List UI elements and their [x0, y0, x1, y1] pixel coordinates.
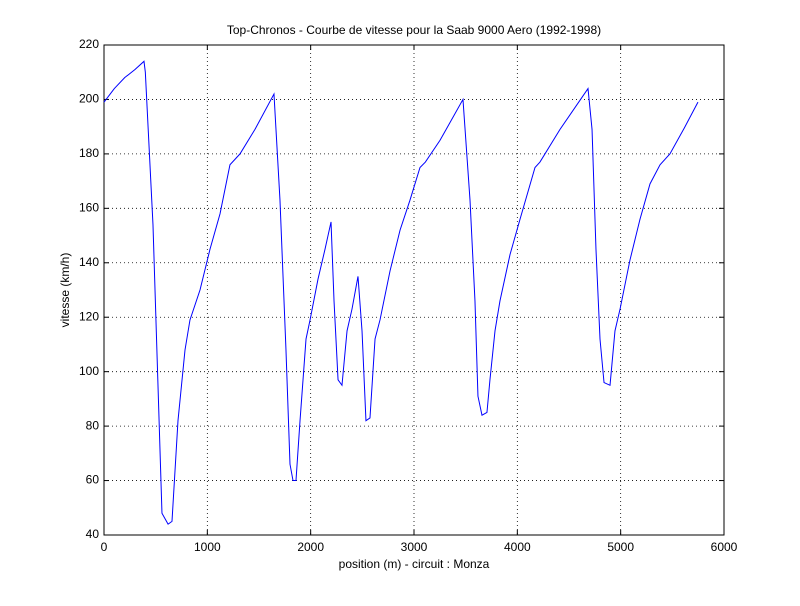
plot-frame — [103, 44, 725, 536]
y-tick-label: 160 — [79, 201, 99, 215]
x-tick-label: 6000 — [711, 540, 738, 554]
y-tick-label: 180 — [79, 146, 99, 160]
x-tick-label: 3000 — [401, 540, 428, 554]
x-axis-label: position (m) - circuit : Monza — [339, 557, 490, 571]
y-tick-label: 80 — [86, 418, 100, 432]
y-tick-label: 100 — [79, 364, 99, 378]
y-tick-label: 220 — [79, 37, 99, 51]
chart-title: Top-Chronos - Courbe de vitesse pour la … — [227, 23, 601, 37]
y-tick-label: 200 — [79, 92, 99, 106]
x-tick-label: 4000 — [504, 540, 531, 554]
y-axis-label: vitesse (km/h) — [58, 253, 72, 328]
y-tick-label: 40 — [86, 527, 100, 541]
x-tick-label: 1000 — [194, 540, 221, 554]
y-tick-label: 140 — [79, 255, 99, 269]
y-tick-label: 120 — [79, 309, 99, 323]
speed-line — [103, 60, 699, 525]
y-tick-label: 60 — [86, 473, 100, 487]
x-tick-label: 5000 — [607, 540, 634, 554]
x-tick-label: 2000 — [297, 540, 324, 554]
x-tick-label: 0 — [101, 540, 108, 554]
